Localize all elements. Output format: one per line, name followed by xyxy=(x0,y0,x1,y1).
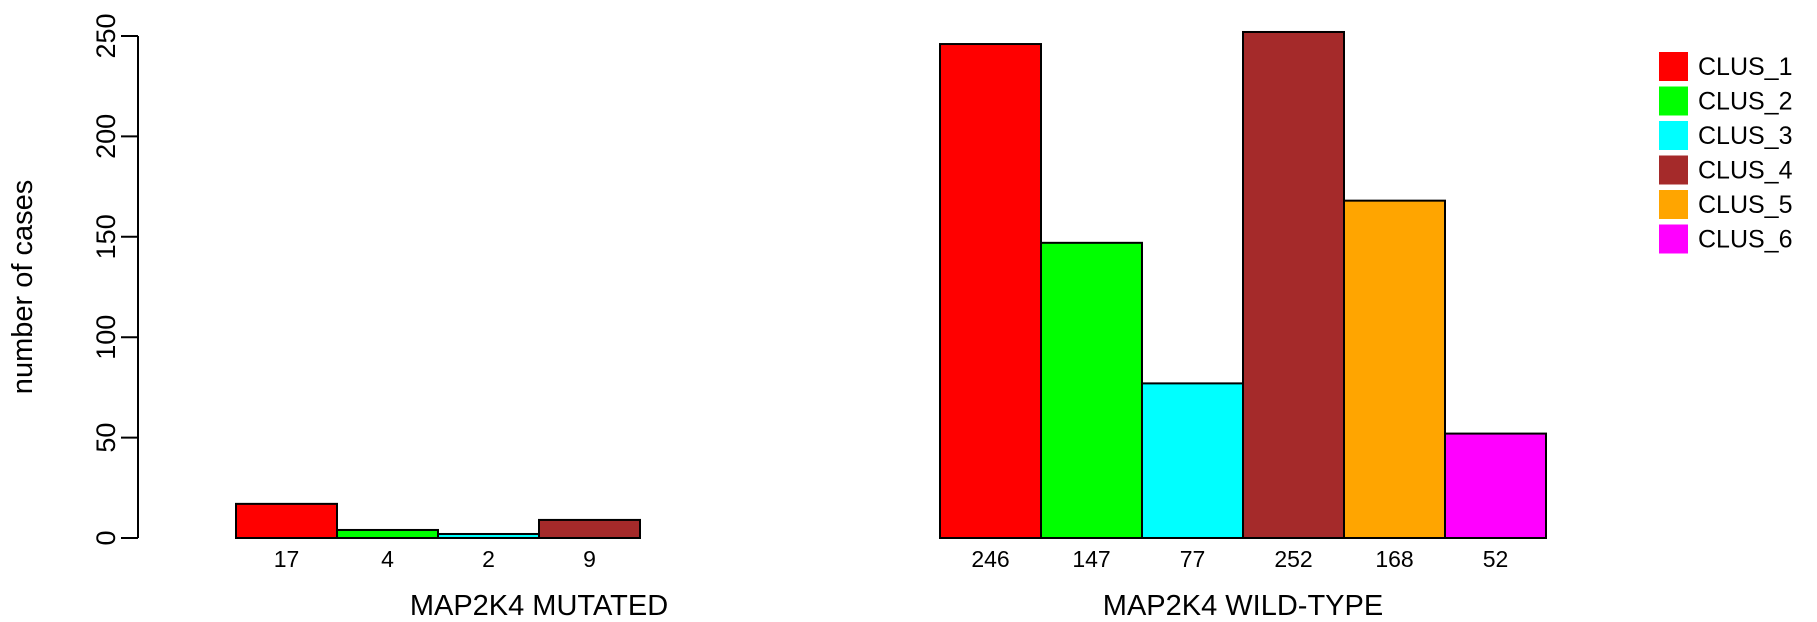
group-label: MAP2K4 WILD-TYPE xyxy=(1103,590,1383,622)
bar-value-label: 147 xyxy=(1072,546,1110,572)
bar xyxy=(538,518,641,539)
y-tick-label: 250 xyxy=(91,13,121,58)
bar-value-label: 2 xyxy=(482,546,495,572)
legend-label: CLUS_2 xyxy=(1698,88,1793,116)
legend-label: CLUS_5 xyxy=(1698,191,1793,219)
bar xyxy=(437,532,540,540)
bar-value-label: 4 xyxy=(381,546,394,572)
bar xyxy=(1040,241,1143,539)
legend-swatch xyxy=(1659,224,1688,254)
legend-swatch xyxy=(1659,121,1688,150)
bar-value-labels: 17 4 2 9 246 147 77 252 168 52 xyxy=(274,546,1509,572)
bar xyxy=(1343,199,1446,539)
legend-label: CLUS_1 xyxy=(1698,53,1793,81)
bar-value-label: 77 xyxy=(1180,546,1206,572)
legend-swatch xyxy=(1659,190,1688,219)
bar-value-label: 9 xyxy=(583,546,596,572)
y-tick-label: 0 xyxy=(91,530,121,545)
bar-value-label: 17 xyxy=(274,546,300,572)
legend-swatch xyxy=(1659,86,1688,116)
bar xyxy=(1444,432,1547,540)
bar xyxy=(1141,382,1244,539)
legend-swatch xyxy=(1659,52,1688,81)
bars xyxy=(235,30,1547,540)
bar-value-label: 246 xyxy=(971,546,1009,572)
group-labels: MAP2K4 MUTATED MAP2K4 WILD-TYPE xyxy=(410,590,1383,622)
y-tick-label: 150 xyxy=(91,214,121,259)
y-tick-label: 50 xyxy=(91,423,121,453)
legend-swatch xyxy=(1659,155,1688,185)
y-axis: 0 50 100 150 200 250 xyxy=(91,13,139,546)
bar xyxy=(1242,30,1345,539)
legend: CLUS_1 CLUS_2 CLUS_3 CLUS_4 CLUS_5 CLUS_6 xyxy=(1659,52,1793,254)
y-tick-label: 200 xyxy=(91,114,121,159)
bar xyxy=(235,502,338,540)
bar-value-label: 52 xyxy=(1483,546,1509,572)
bar xyxy=(939,43,1042,539)
group-label: MAP2K4 MUTATED xyxy=(410,590,668,622)
bar-value-label: 252 xyxy=(1274,546,1312,572)
y-tick-label: 100 xyxy=(91,315,121,360)
bar xyxy=(336,528,439,540)
legend-label: CLUS_6 xyxy=(1698,226,1793,254)
y-axis-label: number of cases xyxy=(7,180,39,394)
bar-value-label: 168 xyxy=(1375,546,1413,572)
legend-label: CLUS_3 xyxy=(1698,122,1793,150)
legend-label: CLUS_4 xyxy=(1698,157,1793,185)
